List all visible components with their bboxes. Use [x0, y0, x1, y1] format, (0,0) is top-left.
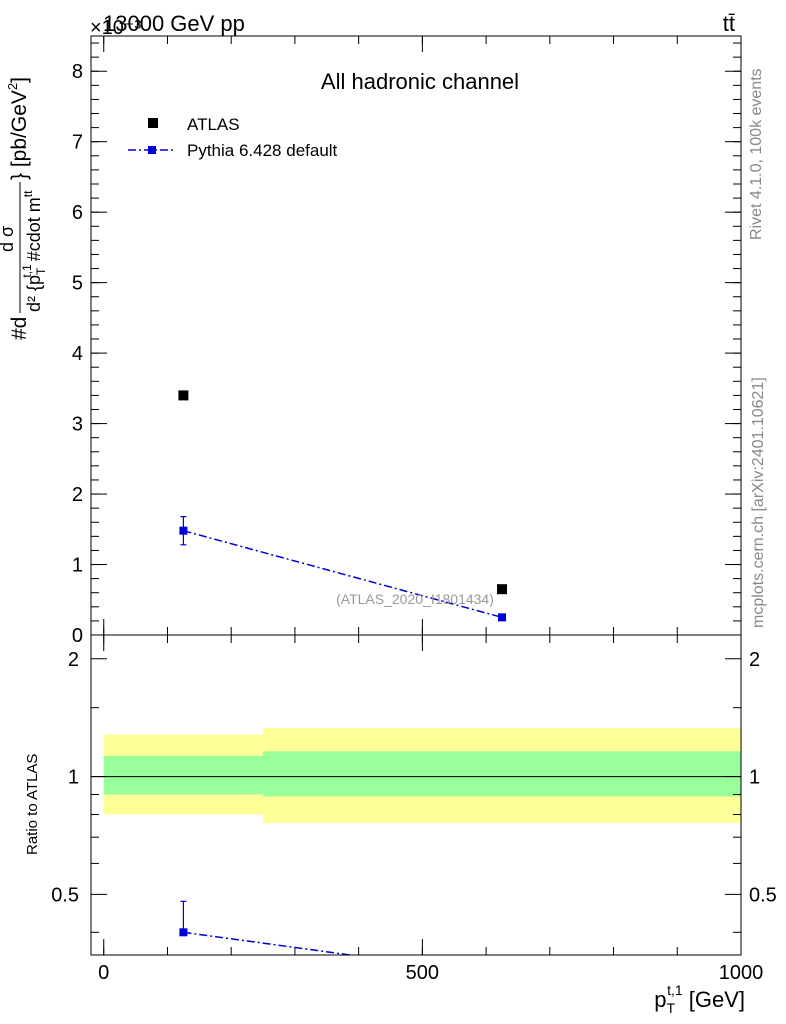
pythia-point — [179, 526, 188, 535]
ratio-xtick-label: 1000 — [719, 962, 764, 984]
ylabel-units: } [pb/GeV2] — [5, 77, 31, 180]
pythia-line — [183, 529, 503, 619]
ratio-xtick-label: 0 — [98, 962, 109, 984]
main-ytick-label: 0 — [72, 625, 83, 647]
atlas-uncertainty-band-inner — [263, 751, 741, 797]
ylabel-denominator: d² {pTt,1#cdot mtt — [20, 190, 48, 312]
ratio-ytick-label-left: 0.5 — [51, 884, 79, 906]
legend-label-atlas: ATLAS — [187, 115, 240, 134]
rivet-label: Rivet 4.1.0, 100k events — [748, 68, 765, 240]
ratio-panel: 0.5 0.5 1 1 2 2 0 500 1000 Ratio to ATLAS pTt,1 … — [24, 634, 777, 1016]
ylabel-prefix: #d — [8, 317, 31, 340]
ratio-ytick-label-right: 2 — [749, 649, 760, 671]
main-title: All hadronic channel — [321, 69, 519, 94]
main-ytick-label: 4 — [72, 343, 83, 365]
main-ytick-label: 3 — [72, 414, 83, 436]
main-ytick-label: 8 — [72, 61, 83, 83]
ratio-ylabel: Ratio to ATLAS — [24, 754, 41, 855]
main-ytick-label: 2 — [72, 484, 83, 506]
ratio-ytick-label-right: 0.5 — [749, 884, 777, 906]
header-process: tt̄ — [723, 11, 735, 36]
atlas-point — [178, 390, 189, 401]
header-energy: 13000 GeV pp — [103, 11, 245, 36]
legend-label-pythia: Pythia 6.428 default — [187, 141, 338, 160]
main-ytick-label: 6 — [72, 202, 83, 224]
main-panel: 0 1 2 3 4 5 6 7 8 All hadronic channel (ATLAS_20… — [0, 35, 742, 647]
pythia-point — [498, 613, 507, 622]
legend-marker-atlas — [148, 118, 158, 128]
ylabel-numerator: d σ — [0, 226, 17, 252]
legend-marker-pythia — [148, 146, 156, 154]
ratio-xtick-label: 500 — [406, 962, 439, 984]
ratio-frame — [90, 634, 742, 956]
ratio-ytick-label-right: 1 — [749, 767, 760, 789]
main-ytick-label: 5 — [72, 273, 83, 295]
ratio-ytick-label-left: 1 — [68, 767, 79, 789]
ratio-xlabel: pTt,1 [GeV] — [654, 982, 745, 1016]
atlas-uncertainty-band-inner — [103, 755, 264, 795]
pythia-ratio-point — [179, 928, 188, 937]
pythia-ratio-line — [183, 931, 351, 956]
atlas-point — [497, 584, 508, 595]
legend: ATLAS Pythia 6.428 default — [128, 115, 338, 160]
header-exponent: ×10⁻³ — [90, 17, 141, 39]
watermark: (ATLAS_2020_I1801434) — [336, 591, 494, 607]
mcplots-label: mcplots.cern.ch [arXiv:2401.10621] — [750, 377, 767, 628]
ratio-ytick-label-left: 2 — [68, 649, 79, 671]
main-ytick-label: 7 — [72, 132, 83, 154]
main-ylabel: #d d σ d² {pTt,1#cdot mtt } [pb/GeV2] — [0, 77, 48, 340]
main-ytick-label: 1 — [72, 555, 83, 577]
